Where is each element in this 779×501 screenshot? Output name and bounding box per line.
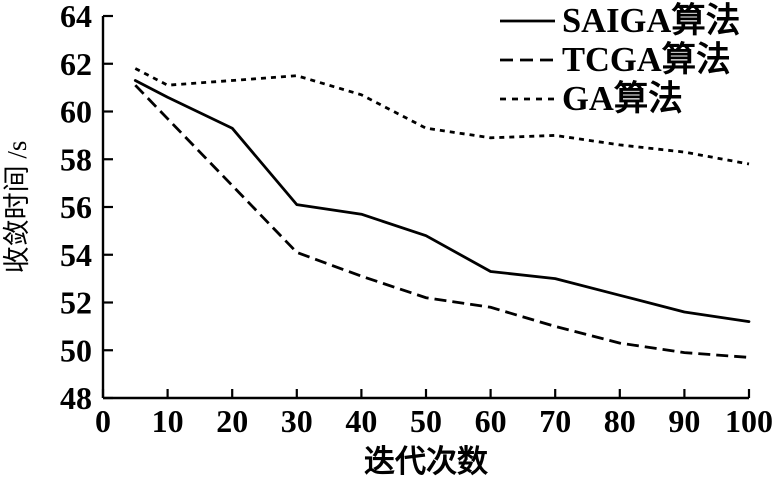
svg-text:50: 50 — [410, 403, 442, 439]
svg-text:56: 56 — [60, 189, 92, 225]
svg-text:30: 30 — [281, 403, 313, 439]
svg-text:90: 90 — [668, 403, 700, 439]
svg-text:迭代次数: 迭代次数 — [364, 444, 488, 479]
svg-text:54: 54 — [60, 237, 92, 273]
svg-text:0: 0 — [95, 403, 111, 439]
svg-text:60: 60 — [475, 403, 507, 439]
svg-text:50: 50 — [60, 332, 92, 368]
svg-text:TCGA算法: TCGA算法 — [562, 41, 731, 79]
svg-text:48: 48 — [60, 380, 92, 416]
svg-text:52: 52 — [60, 285, 92, 321]
svg-text:10: 10 — [152, 403, 184, 439]
svg-text:70: 70 — [539, 403, 571, 439]
svg-text:58: 58 — [60, 141, 92, 177]
svg-text:100: 100 — [725, 403, 773, 439]
svg-text:收敛时间 /s: 收敛时间 /s — [2, 141, 32, 274]
svg-text:62: 62 — [60, 46, 92, 82]
svg-text:GA算法: GA算法 — [562, 80, 683, 118]
svg-text:20: 20 — [216, 403, 248, 439]
svg-text:SAIGA算法: SAIGA算法 — [562, 2, 740, 40]
svg-text:64: 64 — [60, 0, 92, 34]
svg-text:40: 40 — [345, 403, 377, 439]
svg-text:60: 60 — [60, 94, 92, 130]
svg-text:80: 80 — [604, 403, 636, 439]
